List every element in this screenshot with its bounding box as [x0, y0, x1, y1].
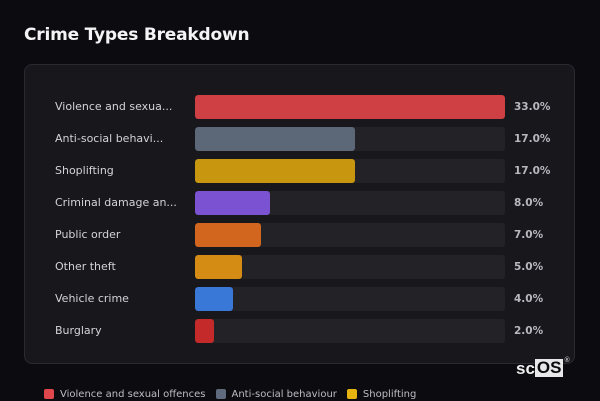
bar-value: 17.0% [514, 165, 551, 177]
legend-item[interactable]: Shoplifting [346, 388, 417, 400]
bar-value: 17.0% [514, 133, 551, 145]
bar-value: 5.0% [514, 261, 544, 273]
chart-legend: Violence and sexual offences Anti-social … [44, 387, 416, 401]
bar-value: 4.0% [514, 293, 544, 305]
bar-row[interactable]: Anti-social behavi... 17.0% [25, 127, 574, 151]
bar-fill[interactable] [195, 127, 355, 151]
bar-row[interactable]: Shoplifting 17.0% [25, 159, 574, 183]
bar-fill[interactable] [195, 287, 233, 311]
registered-mark-icon: ® [564, 357, 570, 364]
bar-row[interactable]: Other theft 5.0% [25, 255, 574, 279]
legend-label: Shoplifting [362, 388, 417, 400]
legend-swatch-icon [215, 389, 226, 399]
bar-fill[interactable] [195, 159, 355, 183]
bar-fill[interactable] [195, 223, 261, 247]
bar-track [195, 159, 505, 183]
bar-track [195, 191, 505, 215]
bar-value: 33.0% [514, 101, 551, 113]
bar-track [195, 223, 505, 247]
bar-value: 8.0% [514, 197, 544, 209]
bar-row[interactable]: Vehicle crime 4.0% [25, 287, 574, 311]
bar-value: 7.0% [514, 229, 544, 241]
bar-label: Violence and sexua... [55, 100, 173, 113]
legend-label: Anti-social behaviour [231, 388, 337, 400]
bar-label: Burglary [55, 324, 102, 337]
legend-item[interactable]: Violence and sexual offences [44, 389, 206, 400]
chart-card: Violence and sexua... 33.0% Anti-social be… [24, 64, 575, 364]
logo-boxed: OS [534, 358, 564, 377]
bar-label: Other theft [55, 260, 116, 273]
bar-fill[interactable] [195, 319, 214, 343]
bar-label: Public order [55, 228, 121, 241]
bar-fill[interactable] [195, 255, 242, 279]
bar-row[interactable]: Violence and sexua... 33.0% [25, 95, 574, 119]
bar-row[interactable]: Public order 7.0% [25, 223, 574, 247]
bar-label: Anti-social behavi... [55, 132, 164, 145]
bar-track [195, 127, 505, 151]
legend-swatch-icon [346, 389, 357, 399]
bar-track [195, 95, 505, 119]
bar-value: 2.0% [514, 325, 544, 337]
legend-swatch-icon [44, 389, 54, 399]
scos-logo: sc OS ® [516, 357, 570, 379]
bar-label: Shoplifting [55, 164, 114, 177]
bar-row[interactable]: Burglary 2.0% [25, 319, 574, 343]
logo-prefix: sc [516, 359, 535, 378]
bar-row[interactable]: Criminal damage an... 8.0% [25, 191, 574, 215]
bar-label: Criminal damage an... [55, 196, 177, 209]
bar-track [195, 319, 505, 343]
bar-fill[interactable] [195, 191, 271, 215]
chart-title: Crime Types Breakdown [24, 25, 250, 45]
legend-label: Violence and sexual offences [60, 388, 206, 400]
bar-fill[interactable] [195, 95, 505, 119]
bar-label: Vehicle crime [55, 292, 129, 305]
bar-track [195, 255, 505, 279]
bar-track [195, 287, 505, 311]
legend-item[interactable]: Anti-social behaviour [215, 388, 337, 400]
